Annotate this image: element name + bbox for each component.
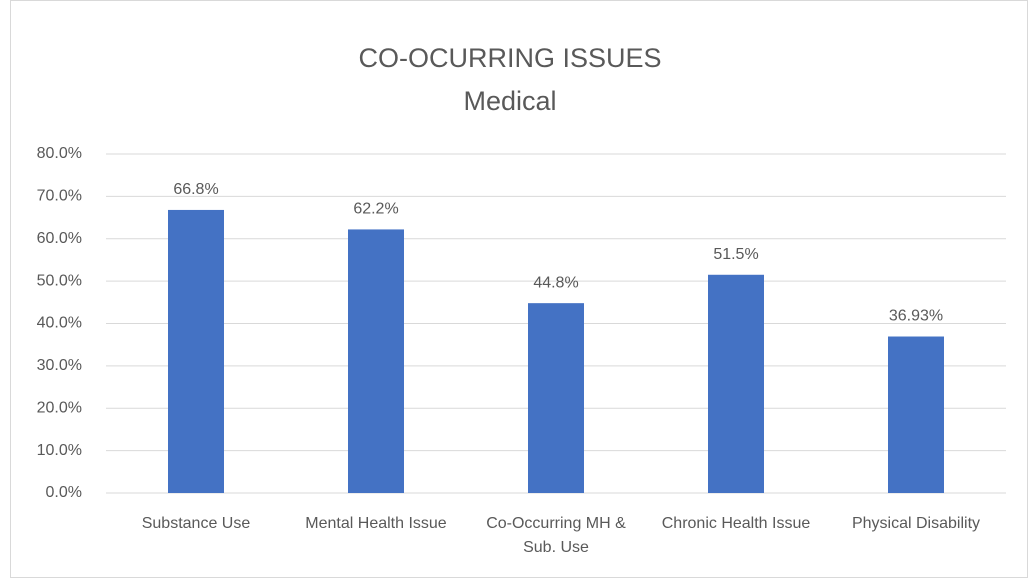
bar bbox=[888, 336, 944, 493]
y-tick-label: 30.0% bbox=[37, 357, 82, 374]
x-tick-label: Chronic Health Issue bbox=[661, 515, 811, 532]
value-label: 51.5% bbox=[713, 246, 758, 263]
y-tick-label: 0.0% bbox=[46, 484, 82, 501]
bar bbox=[528, 303, 584, 493]
bar bbox=[348, 229, 404, 494]
bar bbox=[708, 274, 764, 493]
y-tick-label: 80.0% bbox=[37, 145, 82, 162]
value-label: 44.8% bbox=[533, 274, 578, 291]
bar bbox=[168, 209, 224, 493]
x-tick-label: Physical Disability bbox=[851, 515, 981, 532]
x-tick-label: Mental Health Issue bbox=[305, 515, 447, 532]
x-tick-label: Co-Occurring MH & Sub. Use bbox=[486, 515, 626, 556]
value-label: 66.8% bbox=[173, 181, 218, 198]
y-tick-label: 50.0% bbox=[37, 272, 82, 289]
value-label: 62.2% bbox=[353, 201, 398, 218]
y-tick-label: 10.0% bbox=[37, 442, 82, 459]
y-tick-label: 20.0% bbox=[37, 399, 82, 416]
value-label: 36.93% bbox=[889, 308, 943, 325]
y-tick-label: 70.0% bbox=[37, 188, 82, 205]
chart-subtitle: Medical bbox=[463, 86, 556, 116]
chart-title: CO-OCURRING ISSUES bbox=[358, 43, 661, 73]
x-tick-label: Substance Use bbox=[141, 515, 251, 532]
y-tick-label: 60.0% bbox=[37, 230, 82, 247]
y-tick-label: 40.0% bbox=[37, 315, 82, 332]
